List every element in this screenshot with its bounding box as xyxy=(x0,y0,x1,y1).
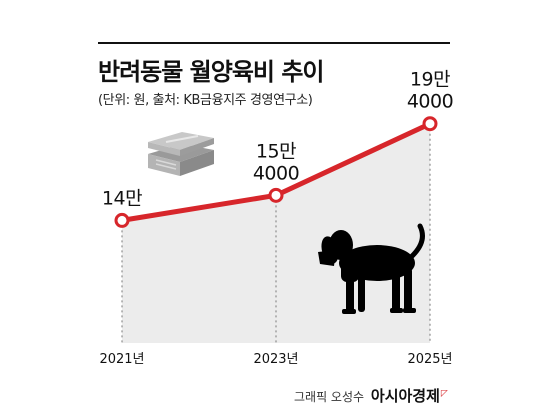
data-point-2021년 xyxy=(114,212,130,228)
data-point-2023년 xyxy=(268,187,284,203)
data-points xyxy=(114,116,438,228)
x-tick-label: 2021년 xyxy=(99,352,144,367)
x-tick-label: 2025년 xyxy=(407,352,452,367)
credit-line: 그래픽 오성수 아시아경제◸ xyxy=(294,385,448,406)
brand-mark-icon: ◸ xyxy=(440,389,448,399)
data-label-2025년: 4000 xyxy=(407,91,453,113)
data-label-2021년: 14만 xyxy=(102,187,142,209)
drop-lines xyxy=(121,123,431,343)
data-point-2025년 xyxy=(422,116,438,132)
chart-subtitle: (단위: 원, 출처: KB금융지주 경영연구소) xyxy=(98,93,313,108)
chart-title: 반려동물 월양육비 추이 xyxy=(98,58,325,86)
x-tick-label: 2023년 xyxy=(253,352,298,367)
dog-silhouette-icon xyxy=(318,223,425,314)
x-axis-labels: 2021년 2023년 2025년 xyxy=(99,352,452,367)
data-label-2025년: 19만 xyxy=(410,69,450,91)
data-label-2023년: 15만 xyxy=(256,140,296,162)
title-rule xyxy=(98,42,450,44)
brand-logo: 아시아경제 xyxy=(370,387,440,405)
data-label-2023년: 4000 xyxy=(253,162,299,184)
money-stack-icon xyxy=(148,132,214,176)
graphic-byline: 그래픽 오성수 xyxy=(294,390,365,404)
